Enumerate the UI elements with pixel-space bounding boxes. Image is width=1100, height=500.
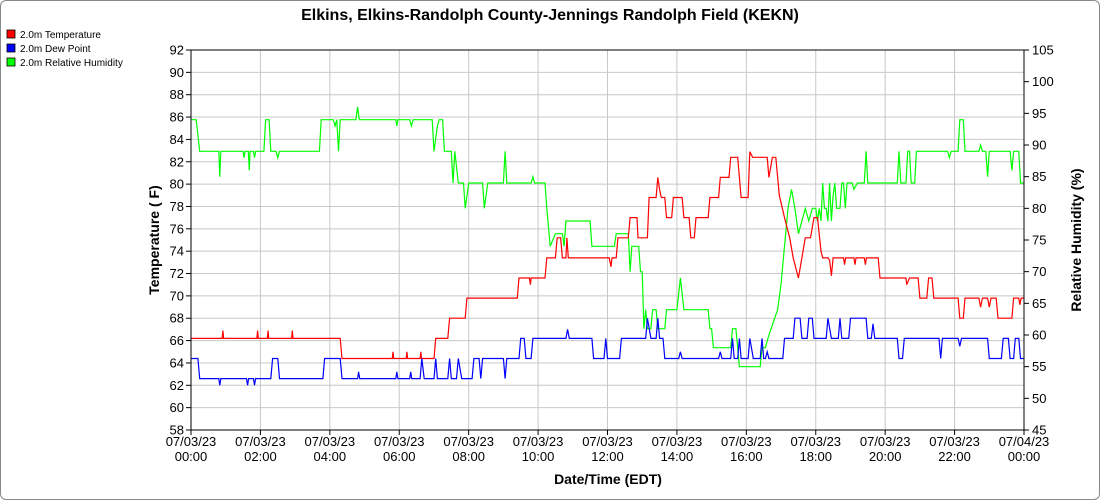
legend: 2.0m Temperature 2.0m Dew Point 2.0m Relat… bbox=[6, 29, 123, 69]
x-tick-time-label: 16:00 bbox=[730, 449, 763, 464]
y-tick-right-label: 105 bbox=[1032, 43, 1054, 58]
x-tick-date-label: 07/03/23 bbox=[582, 434, 633, 449]
y-tick-left-label: 58 bbox=[170, 423, 184, 438]
y-tick-right-label: 100 bbox=[1032, 74, 1054, 89]
x-tick-date-label: 07/03/23 bbox=[929, 434, 980, 449]
y-axis-title-right: Relative Humidity (%) bbox=[1068, 168, 1084, 311]
x-tick-time-label: 06:00 bbox=[383, 449, 416, 464]
x-tick-time-label: 02:00 bbox=[244, 449, 277, 464]
x-tick-time-label: 04:00 bbox=[314, 449, 347, 464]
y-tick-left-label: 78 bbox=[170, 199, 184, 214]
legend-swatch bbox=[6, 43, 16, 53]
legend-swatch bbox=[6, 29, 16, 39]
legend-label: 2.0m Temperature bbox=[20, 30, 101, 41]
y-tick-left-label: 66 bbox=[170, 333, 184, 348]
x-tick-date-label: 07/03/23 bbox=[305, 434, 356, 449]
x-tick-time-label: 10:00 bbox=[522, 449, 555, 464]
y-tick-left-label: 60 bbox=[170, 400, 184, 415]
x-tick-time-label: 22:00 bbox=[938, 449, 971, 464]
y-tick-left-label: 80 bbox=[170, 177, 184, 192]
x-tick-date-label: 07/03/23 bbox=[166, 434, 217, 449]
y-tick-right-label: 75 bbox=[1032, 233, 1046, 248]
x-axis-ticks: 07/03/2300:0007/03/2302:0007/03/2304:000… bbox=[166, 430, 1050, 464]
x-axis-title: Date/Time (EDT) bbox=[554, 471, 662, 487]
x-tick-date-label: 07/03/23 bbox=[652, 434, 703, 449]
x-tick-time-label: 12:00 bbox=[591, 449, 624, 464]
right-axis-ticks: 45 50 55 60 65 70 75 80 85 90 95 100 105 bbox=[1024, 43, 1054, 438]
x-tick-time-label: 00:00 bbox=[1008, 449, 1041, 464]
x-tick-date-label: 07/03/23 bbox=[860, 434, 911, 449]
chart-title: Elkins, Elkins-Randolph County-Jennings … bbox=[301, 7, 799, 24]
series-line-2-0m-relative-humidity bbox=[191, 106, 1024, 368]
left-axis-ticks: 58 60 62 64 66 68 70 72 74 76 78 80 82 84 86 88 90 92 bbox=[170, 43, 191, 438]
y-tick-left-label: 90 bbox=[170, 65, 184, 80]
y-tick-left-label: 82 bbox=[170, 154, 184, 169]
y-tick-left-label: 92 bbox=[170, 43, 184, 58]
legend-item: 2.0m Relative Humidity bbox=[6, 57, 123, 69]
x-tick-date-label: 07/03/23 bbox=[790, 434, 841, 449]
y-tick-right-label: 50 bbox=[1032, 391, 1046, 406]
y-tick-right-label: 60 bbox=[1032, 328, 1046, 343]
y-tick-left-label: 70 bbox=[170, 288, 184, 303]
series-line-2-0m-dew-point bbox=[191, 317, 1024, 386]
x-tick-date-label: 07/03/23 bbox=[235, 434, 286, 449]
x-tick-date-label: 07/03/23 bbox=[374, 434, 425, 449]
series-layer bbox=[191, 106, 1024, 386]
legend-label: 2.0m Relative Humidity bbox=[20, 58, 123, 69]
y-tick-left-label: 76 bbox=[170, 221, 184, 236]
x-tick-time-label: 14:00 bbox=[661, 449, 694, 464]
x-tick-date-label: 07/03/23 bbox=[721, 434, 772, 449]
y-axis-title-left: Temperature ( F) bbox=[146, 185, 162, 294]
y-tick-left-label: 86 bbox=[170, 110, 184, 125]
legend-item: 2.0m Dew Point bbox=[6, 43, 91, 55]
y-tick-left-label: 74 bbox=[170, 244, 184, 259]
x-tick-time-label: 08:00 bbox=[452, 449, 485, 464]
x-tick-date-label: 07/04/23 bbox=[999, 434, 1050, 449]
y-tick-left-label: 64 bbox=[170, 355, 184, 370]
x-tick-time-label: 18:00 bbox=[799, 449, 832, 464]
legend-swatch bbox=[6, 57, 16, 67]
y-tick-right-label: 85 bbox=[1032, 169, 1046, 184]
y-tick-right-label: 45 bbox=[1032, 423, 1046, 438]
legend-label: 2.0m Dew Point bbox=[20, 44, 91, 55]
y-tick-left-label: 62 bbox=[170, 378, 184, 393]
x-tick-time-label: 20:00 bbox=[869, 449, 902, 464]
y-tick-left-label: 84 bbox=[170, 132, 184, 147]
y-tick-left-label: 68 bbox=[170, 311, 184, 326]
y-tick-right-label: 65 bbox=[1032, 296, 1046, 311]
x-tick-date-label: 07/03/23 bbox=[513, 434, 564, 449]
y-tick-left-label: 72 bbox=[170, 266, 184, 281]
y-tick-right-label: 55 bbox=[1032, 359, 1046, 374]
y-tick-right-label: 80 bbox=[1032, 201, 1046, 216]
x-tick-time-label: 00:00 bbox=[175, 449, 208, 464]
y-tick-right-label: 70 bbox=[1032, 264, 1046, 279]
y-tick-right-label: 90 bbox=[1032, 138, 1046, 153]
x-tick-date-label: 07/03/23 bbox=[443, 434, 494, 449]
y-tick-left-label: 88 bbox=[170, 87, 184, 102]
y-tick-right-label: 95 bbox=[1032, 106, 1046, 121]
legend-item: 2.0m Temperature bbox=[6, 29, 101, 41]
